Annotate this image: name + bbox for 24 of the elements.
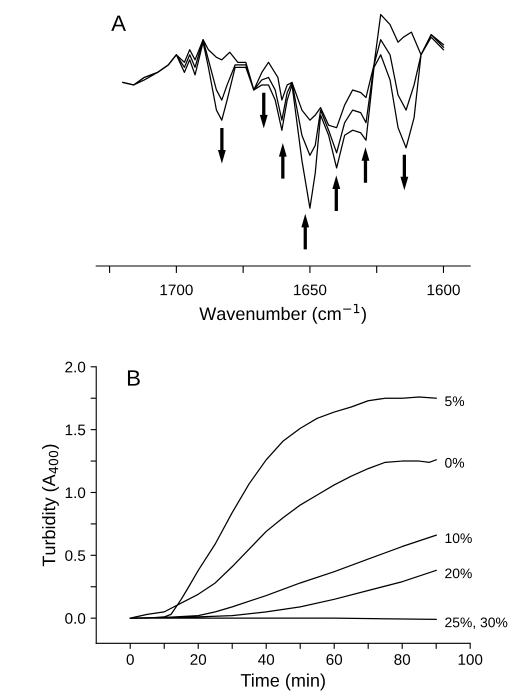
x-tick-label: 20 <box>190 654 206 665</box>
y-tick-label: 1.0 <box>66 487 86 498</box>
x-tick-label: 0 <box>126 654 134 665</box>
x-tick-label: 1700 <box>160 284 193 296</box>
x-tick-label: 100 <box>458 654 482 665</box>
x-axis-title: Time (min) <box>240 674 325 690</box>
series-label: 20% <box>445 568 472 578</box>
x-axis-title: Wavenumber (cm$^{−1}$) <box>199 304 366 324</box>
x-tick-label: 1650 <box>294 284 326 296</box>
y-tick-label: 2.0 <box>65 362 86 372</box>
series-label: 10% <box>446 533 472 544</box>
chart-title: A <box>111 16 126 31</box>
chart-title: B <box>128 370 140 386</box>
x-tick-label: 60 <box>326 654 342 665</box>
series-label: 0% <box>445 458 464 468</box>
x-tick-label: 80 <box>394 654 410 665</box>
x-tick-label: 40 <box>258 654 274 665</box>
series-label: 5% <box>445 396 464 406</box>
y-tick-label: 0.0 <box>65 613 86 624</box>
y-tick-label: 0.5 <box>65 550 86 562</box>
series-label: 25%, 30% <box>445 617 508 629</box>
y-axis-title: Turbidity (A$_{400}$) <box>42 444 59 566</box>
y-tick-label: 1.5 <box>66 424 86 436</box>
x-tick-label: 1600 <box>428 284 460 296</box>
